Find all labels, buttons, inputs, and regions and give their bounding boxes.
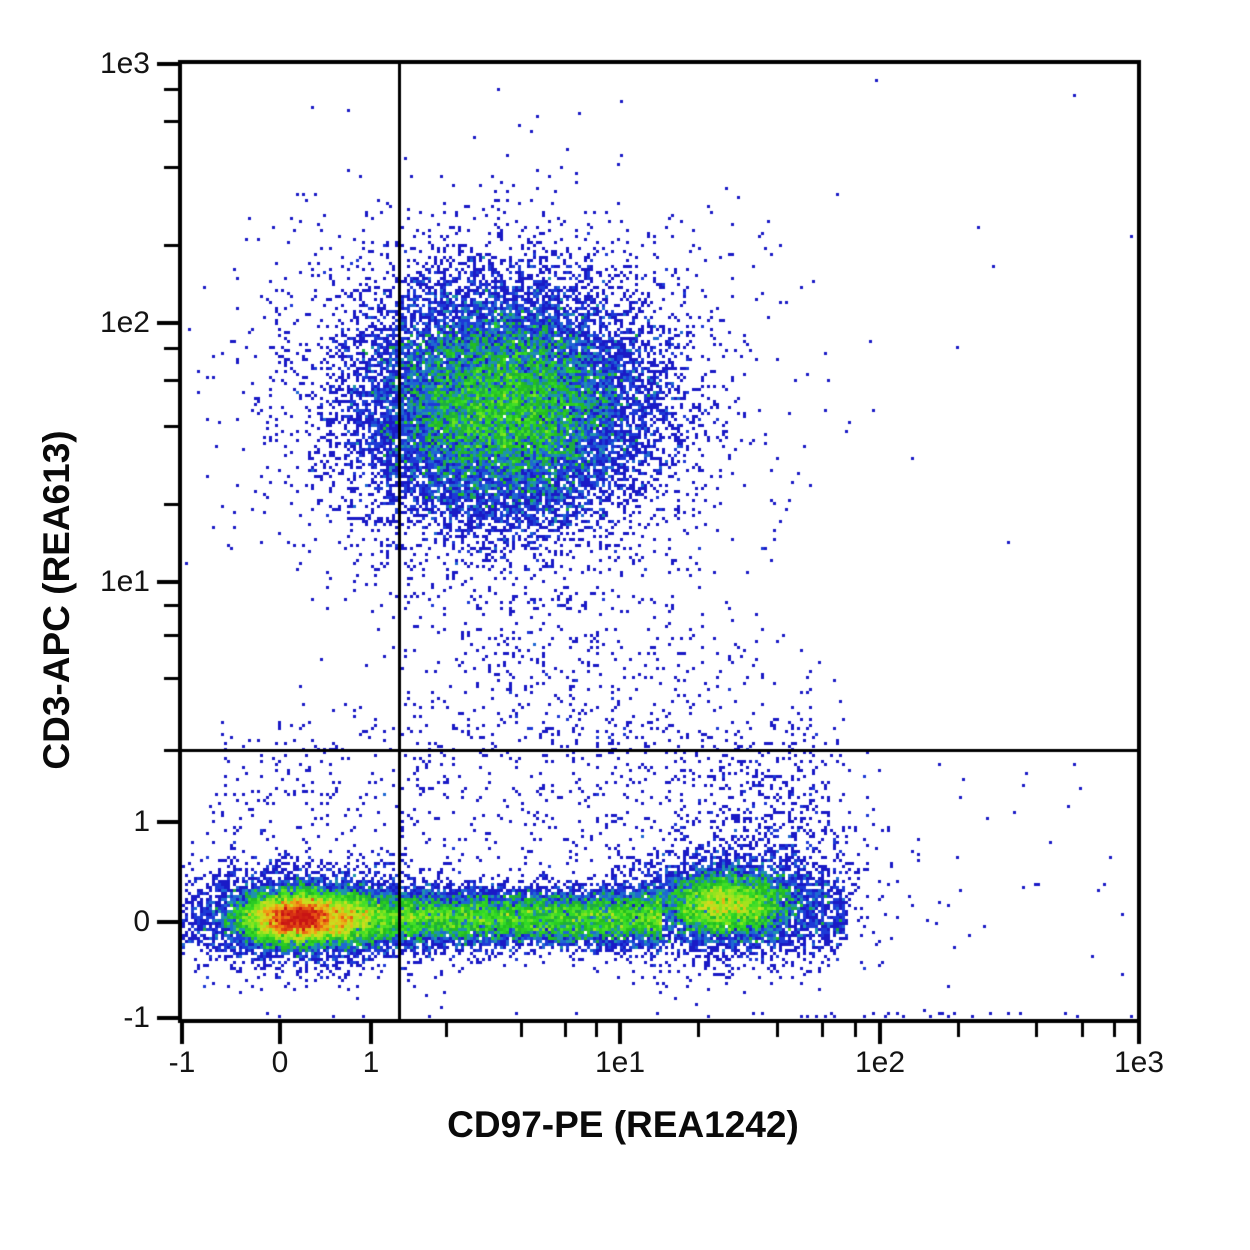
x-tick-label: -1 [168, 1046, 196, 1079]
y-tick-label: -1 [123, 1001, 150, 1034]
y-tick-label: 1e1 [99, 565, 150, 598]
x-tick-label: 1e1 [594, 1046, 646, 1079]
x-tick-label: 1e3 [1113, 1046, 1165, 1079]
y-tick-label: 1 [133, 805, 150, 838]
y-tick-label: 1e2 [99, 306, 150, 339]
y-axis-title: CD3-APC (REA613) [36, 430, 77, 770]
y-tick-label: 0 [133, 905, 150, 938]
x-tick-label: 1e2 [854, 1046, 906, 1079]
x-tick-label: 1 [362, 1046, 380, 1079]
x-axis-title: CD97-PE (REA1242) [447, 1104, 799, 1145]
x-tick-label: 0 [271, 1046, 289, 1079]
y-tick-label: 1e3 [99, 47, 150, 80]
